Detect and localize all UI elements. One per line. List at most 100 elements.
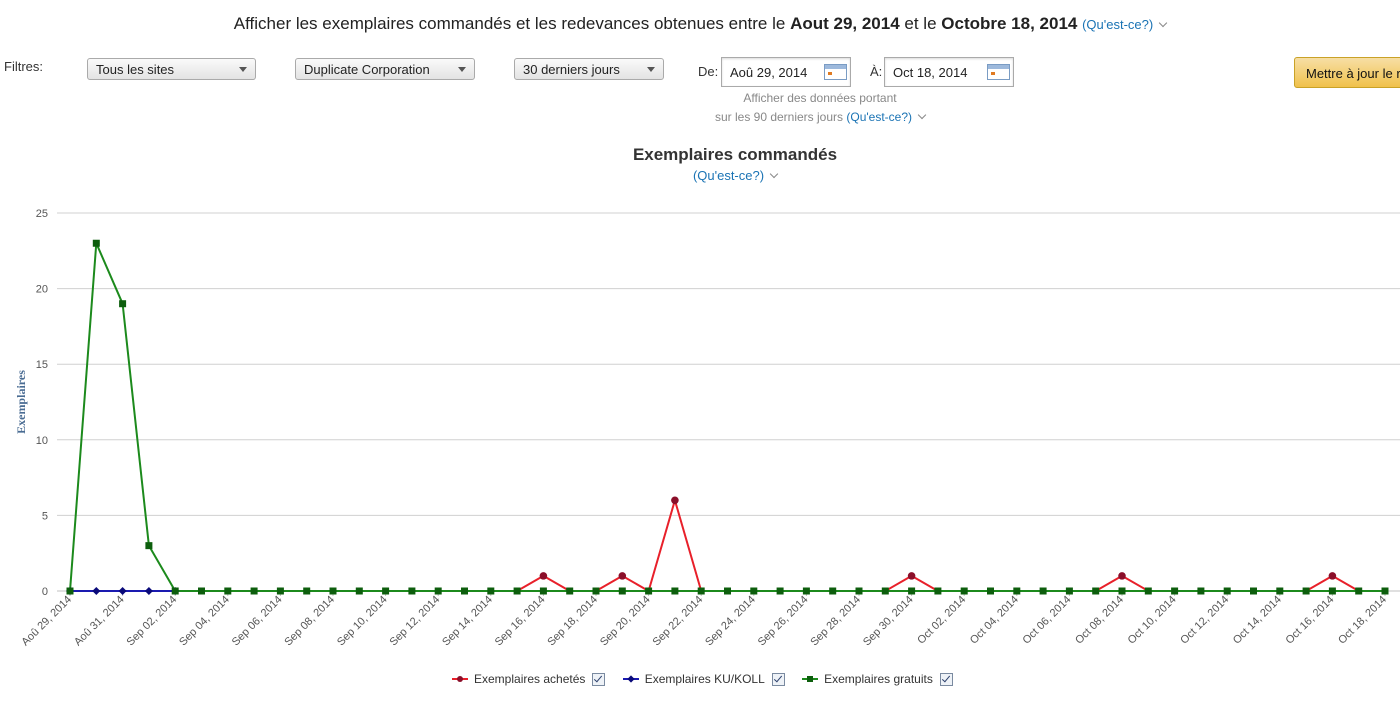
chevron-down-icon[interactable] [1158, 18, 1168, 28]
chevron-down-icon[interactable] [917, 110, 927, 120]
legend-label: Exemplaires gratuits [824, 672, 933, 686]
y-tick-label: 5 [42, 510, 48, 522]
period-select-value: 30 derniers jours [523, 62, 620, 77]
x-tick-label: Oct 12, 2014 [1178, 594, 1231, 647]
x-tick-label: Aoû 31, 2014 [72, 594, 127, 649]
checkbox-checked-icon[interactable] [592, 672, 606, 686]
data-point-gratuits [566, 587, 574, 595]
data-point-achetes [1328, 572, 1337, 580]
site-select[interactable]: Tous les sites [87, 58, 256, 80]
x-tick-label: Aoû 29, 2014 [19, 594, 74, 649]
from-date-input[interactable]: Aoû 29, 2014 [721, 57, 851, 87]
data-point-gratuits [618, 587, 626, 595]
data-point-gratuits [908, 587, 916, 595]
data-point-gratuits [1039, 587, 1047, 595]
data-point-gratuits [329, 587, 337, 595]
publisher-select-value: Duplicate Corporation [304, 62, 430, 77]
publisher-select[interactable]: Duplicate Corporation [295, 58, 475, 80]
data-point-gratuits [1355, 587, 1363, 595]
x-tick-label: Sep 04, 2014 [177, 594, 232, 649]
data-point-gratuits [1250, 587, 1257, 595]
x-tick-label: Sep 18, 2014 [545, 594, 600, 649]
calendar-icon[interactable] [824, 64, 847, 80]
data-point-gratuits [1171, 587, 1179, 595]
y-tick-label: 25 [36, 208, 48, 220]
x-tick-label: Oct 08, 2014 [1073, 594, 1126, 647]
x-tick-label: Sep 20, 2014 [598, 594, 653, 649]
data-point-gratuits [855, 587, 863, 595]
data-point-gratuits [802, 587, 810, 595]
x-tick-label: Oct 02, 2014 [915, 594, 968, 647]
data-point-gratuits [645, 587, 653, 595]
data-point-gratuits [250, 587, 258, 595]
legend-item-gratuits[interactable]: Exemplaires gratuits [802, 672, 953, 686]
x-tick-label: Sep 12, 2014 [388, 594, 443, 649]
to-date-input[interactable]: Oct 18, 2014 [884, 57, 1014, 87]
y-tick-label: 15 [36, 359, 48, 371]
data-point-achetes [671, 496, 679, 505]
data-point-gratuits [1144, 587, 1152, 595]
data-point-achetes [539, 572, 548, 580]
heading-help-link[interactable]: (Qu'est-ce?) [1082, 17, 1154, 32]
calendar-icon[interactable] [987, 64, 1010, 80]
checkbox-checked-icon[interactable] [771, 672, 785, 686]
data-point-gratuits [66, 587, 74, 595]
checkbox-checked-icon[interactable] [939, 672, 953, 686]
data-point-gratuits [750, 587, 758, 595]
data-point-gratuits [1223, 587, 1231, 595]
x-tick-label: Oct 18, 2014 [1336, 594, 1389, 647]
data-point-gratuits [224, 587, 232, 595]
x-tick-label: Sep 14, 2014 [440, 594, 495, 649]
period-select[interactable]: 30 derniers jours [514, 58, 664, 80]
range-note-line1: Afficher des données portant [743, 91, 897, 105]
legend-item-achetes[interactable]: Exemplaires achetés [452, 672, 606, 686]
data-point-gratuits [145, 542, 153, 550]
data-point-gratuits [987, 587, 994, 595]
series-line-3 [69, 242, 1385, 592]
x-tick-label: Sep 30, 2014 [861, 594, 916, 649]
x-tick-label: Sep 26, 2014 [756, 594, 811, 649]
filters-label: Filtres: [4, 59, 43, 74]
legend-item-ku-koll[interactable]: Exemplaires KU/KOLL [622, 672, 785, 686]
update-report-button[interactable]: Mettre à jour le rapport [1294, 57, 1400, 88]
data-point-gratuits [671, 587, 679, 595]
x-tick-label: Sep 28, 2014 [808, 594, 863, 649]
data-point-gratuits [355, 587, 363, 595]
square-marker-icon [802, 674, 819, 684]
range-help-link[interactable]: (Qu'est-ce?) [846, 110, 913, 124]
data-point-gratuits [1328, 587, 1336, 595]
data-point-gratuits [487, 587, 495, 595]
data-point-gratuits [776, 587, 784, 595]
diamond-marker-icon [622, 674, 639, 684]
x-tick-label: Sep 08, 2014 [282, 594, 337, 649]
heading-prefix: Afficher les exemplaires commandés et le… [233, 14, 786, 33]
data-point-achetes [618, 572, 627, 580]
chevron-down-icon[interactable] [769, 169, 779, 179]
circle-marker-icon [452, 674, 468, 684]
to-date-label: À: [870, 64, 883, 79]
caret-down-icon [458, 67, 466, 72]
heading-date-to: Octobre 18, 2014 [941, 14, 1078, 33]
from-date-label: De: [698, 64, 719, 79]
x-tick-label: Sep 22, 2014 [651, 594, 706, 649]
data-point-gratuits [1276, 587, 1284, 595]
x-tick-label: Sep 10, 2014 [335, 594, 390, 649]
x-tick-label: Sep 06, 2014 [230, 594, 285, 649]
data-point-gratuits [881, 587, 889, 595]
data-point-ku-koll [92, 587, 101, 595]
data-point-gratuits [276, 587, 284, 595]
chart-title: Exemplaires commandés [632, 145, 838, 164]
data-point-gratuits [92, 239, 100, 247]
heading-between: et le [904, 14, 937, 33]
report-heading: Afficher les exemplaires commandés et le… [0, 14, 1400, 34]
chart-help-link[interactable]: (Qu'est-ce?) [692, 168, 765, 183]
data-point-gratuits [724, 587, 731, 595]
series-line-1 [70, 499, 1385, 592]
data-point-gratuits [171, 587, 179, 595]
data-point-gratuits [1065, 587, 1073, 595]
x-tick-label: Oct 06, 2014 [1020, 594, 1073, 647]
legend-label: Exemplaires achetés [474, 672, 586, 686]
data-point-gratuits [960, 587, 968, 595]
x-tick-label: Oct 04, 2014 [968, 594, 1021, 647]
